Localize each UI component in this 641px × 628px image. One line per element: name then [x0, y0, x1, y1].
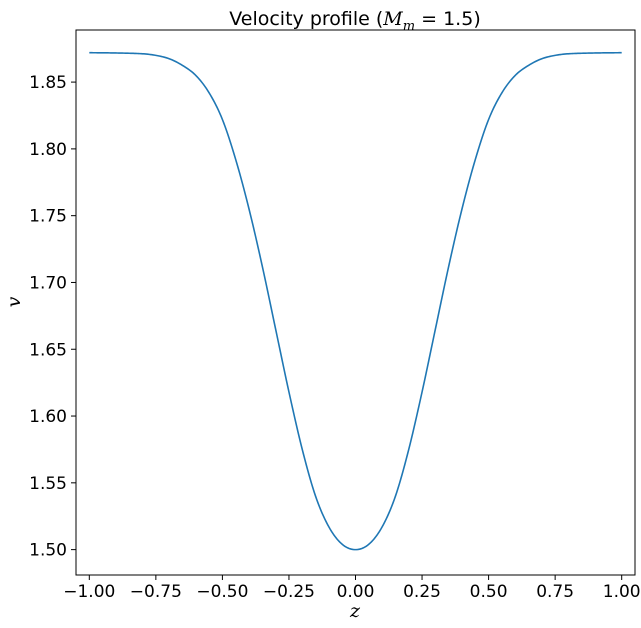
x-tick-label: −0.25: [263, 582, 315, 602]
x-tick-label: 0.50: [470, 582, 508, 602]
y-tick-label: 1.75: [29, 207, 67, 227]
plot-area: −1.00 −0.75 −0.50 −0.25 0.00 0.25 0.50 0.75 1.00…: [29, 29, 641, 602]
x-tick-label: −0.75: [130, 582, 182, 602]
chart-title: Velocity profile (Mm = 1.5): [229, 8, 480, 34]
x-tick-label: 0.00: [337, 582, 375, 602]
series-line-0: [89, 51, 622, 551]
x-tick-label: 1.00: [603, 582, 641, 602]
y-tick-label: 1.55: [29, 474, 67, 494]
x-tick-label: −1.00: [63, 582, 115, 602]
y-tick-label: 1.60: [29, 407, 67, 427]
y-tick-label: 1.65: [29, 340, 67, 360]
y-axis-label: v: [3, 296, 25, 307]
y-tick-label: 1.85: [29, 73, 67, 93]
y-tick-label: 1.70: [29, 273, 67, 293]
x-axis-label: z: [349, 600, 361, 622]
x-tick-label: 0.25: [403, 582, 441, 602]
y-tick-label: 1.80: [29, 140, 67, 160]
x-tick-label: −0.50: [196, 582, 248, 602]
y-tick-label: 1.50: [29, 541, 67, 561]
x-tick-label: 0.75: [536, 582, 574, 602]
